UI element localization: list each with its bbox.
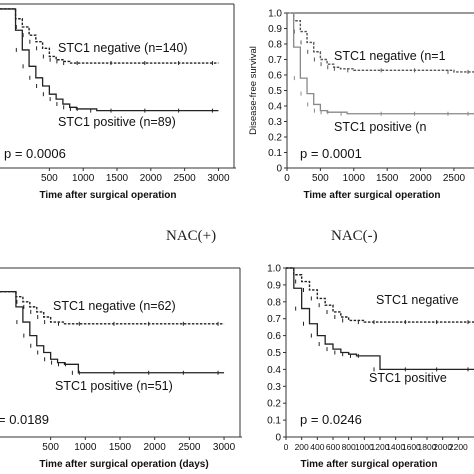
x-tick-label: 2500 [443,173,466,184]
x-tick-label: 1000 [355,442,374,452]
series-line-positive [287,12,474,115]
x-tick-label: 2000 [409,173,432,184]
y-tick-label: 0.7 [267,314,281,325]
p-value-label: = 0.0189 [0,412,49,427]
x-tick-label: 3000 [213,442,236,453]
chart-panel-bottom-right: 0 200 400 600 800 100012001400160018002000220… [267,264,474,470]
series-line-negative [286,267,474,323]
p-value-label: p = 0.0246 [300,412,362,427]
y-tick-label: 0.7 [268,55,282,66]
x-tick-label: 600 [326,442,340,452]
series-label-negative: STC1 negative (n=140) [58,41,188,55]
x-tick-label: 1500 [376,173,399,184]
group-label-nac-plus: NAC(+) [166,228,217,244]
x-tick-label: 0 [284,173,290,184]
y-tick-label: 0.6 [267,331,281,342]
x-tick-label: 2200 [449,442,468,452]
y-tick-label: 0.5 [268,86,282,97]
series-label-positive: STC1 positive (n [334,120,426,134]
x-tick-label: 2500 [174,173,197,184]
y-tick-label: 0.2 [267,399,281,410]
x-tick-label: 400 [310,442,324,452]
x-tick-label: 1500 [106,173,129,184]
x-tick-label: 500 [41,173,58,184]
series-label-positive: STC1 positive (n=51) [55,379,173,393]
y-tick-label: 0.5 [267,348,281,359]
series-label-negative: STC1 negative (n=1 [334,49,446,63]
y-tick-label: 0.3 [268,117,282,128]
y-tick-label: 0.9 [267,280,281,291]
x-tick-label: 0 [284,442,289,452]
series-label-positive: STC1 positive [369,371,447,385]
x-tick-label: 1600 [402,442,421,452]
series-label-positive: STC1 positive (n=89) [58,115,176,129]
x-tick-label: 500 [42,442,59,453]
y-tick-label: 0.8 [268,40,282,51]
x-tick-label: 1000 [343,173,366,184]
x-tick-label: 1800 [418,442,437,452]
y-tick-label: 0.6 [268,71,282,82]
series-group [0,8,219,113]
x-tick-label: 2000 [433,442,452,452]
series-line-positive [286,267,474,371]
chart-panel-bottom-left: 500 1000 1500 2000 2500 3000 Time after surgic… [0,267,242,470]
x-tick-label: 800 [342,442,356,452]
series-group [0,290,225,375]
y-tick-label: 0.9 [268,24,282,35]
y-tick-label: 0.8 [267,297,281,308]
series-group [287,12,474,116]
x-axis-label: Time after surgical operation [303,190,440,201]
x-axis-label: Time after surgical operation [300,459,437,470]
x-tick-label: 2000 [140,173,163,184]
series-line-negative [0,8,219,64]
p-value-label: p = 0.0006 [4,146,66,161]
x-tick-label: 500 [312,173,329,184]
series-group [286,267,474,372]
y-tick-label: 0.4 [267,365,281,376]
x-tick-label: 2500 [178,442,201,453]
series-line-positive [0,8,219,112]
series-line-positive [0,291,225,374]
p-value-label: p = 0.0001 [300,146,362,161]
series-line-negative [287,12,474,73]
x-tick-label: 1200 [371,442,390,452]
y-tick-label: 0 [275,433,281,444]
series-label-negative: STC1 negative [376,293,459,307]
chart-panel-top-left: 500 1000 1500 2000 2500 3000 Time after surgic… [0,3,236,201]
group-label-nac-minus: NAC(-) [331,228,378,244]
y-tick-label: 0.3 [267,382,281,393]
y-tick-label: 1.0 [268,9,282,20]
chart-panel-top-right: 0 500 1000 1500 2000 2500 0 0.1 0.2 0.3 0.4 0.5 0.6 0… [248,9,474,201]
x-tick-label: 2000 [144,442,167,453]
y-tick-label: 1.0 [267,264,281,275]
y-tick-label: 0.1 [267,416,281,427]
x-tick-label: 1400 [386,442,405,452]
x-tick-label: 1000 [74,442,97,453]
x-axis-label: Time after surgical operation (days) [39,459,208,470]
x-tick-label: 1500 [109,442,132,453]
x-tick-label: 3000 [207,173,230,184]
x-axis-label: Time after surgical operation [39,190,176,201]
y-tick-label: 0.4 [268,102,282,113]
y-tick-label: 0 [276,164,282,175]
y-axis-label: Disease-free survival [248,46,259,135]
y-tick-label: 0.2 [268,133,282,144]
y-tick-label: 0.1 [268,148,282,159]
series-label-negative: STC1 negative (n=62) [53,299,176,313]
x-tick-label: 1000 [72,173,95,184]
x-tick-label: 200 [295,442,309,452]
